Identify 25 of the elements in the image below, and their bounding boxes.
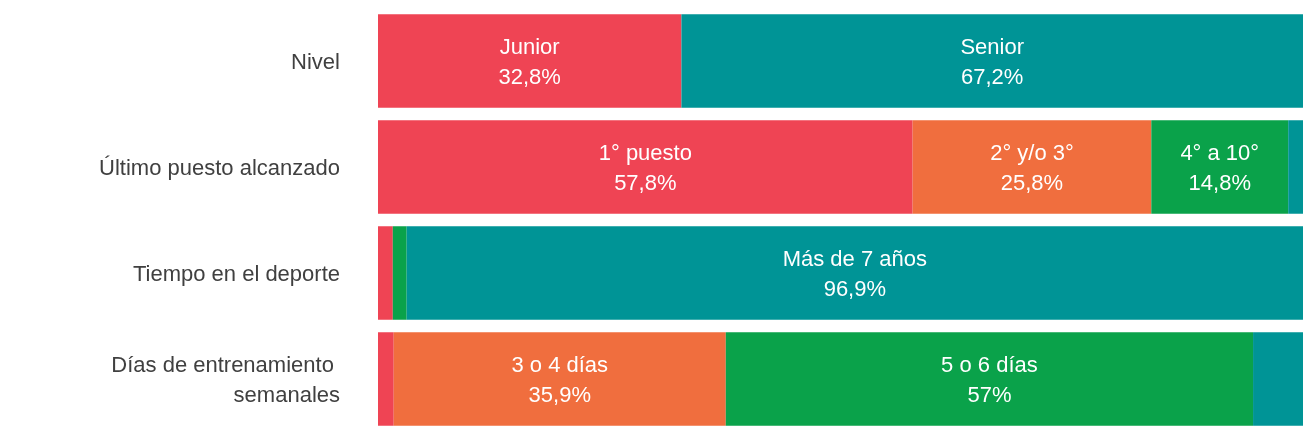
y-tick-label: Último puesto alcanzado <box>99 154 340 180</box>
bar <box>406 226 1303 320</box>
bar <box>378 332 394 426</box>
y-tick-label: Tiempo en el deporte <box>132 260 340 286</box>
bar <box>1151 120 1289 214</box>
bar <box>392 226 407 320</box>
bar <box>681 14 1303 108</box>
bar <box>378 14 682 108</box>
bar <box>1253 332 1303 426</box>
data-label: 4° a 10° 14,8% <box>1180 139 1260 195</box>
data-label: 1° puesto 57,8% <box>598 139 692 195</box>
data-label: Junior 32,8% <box>498 33 561 89</box>
bar <box>393 332 726 426</box>
data-label: Senior 67,2% <box>960 33 1024 89</box>
bar <box>912 120 1152 214</box>
bar <box>725 332 1254 426</box>
data-label: 5 o 6 días 57% <box>941 351 1038 407</box>
data-label: 3 o 4 días 35,9% <box>511 351 609 407</box>
data-label: 2° y/o 3° 25,8% <box>990 139 1074 195</box>
bar <box>1288 120 1303 214</box>
bar <box>378 120 913 214</box>
bar <box>378 226 393 320</box>
data-label: Más de 7 años 96,9% <box>782 245 927 301</box>
y-tick-label: Nivel <box>291 48 340 74</box>
y-tick-label: Días de entrenamiento semanales <box>111 351 340 407</box>
